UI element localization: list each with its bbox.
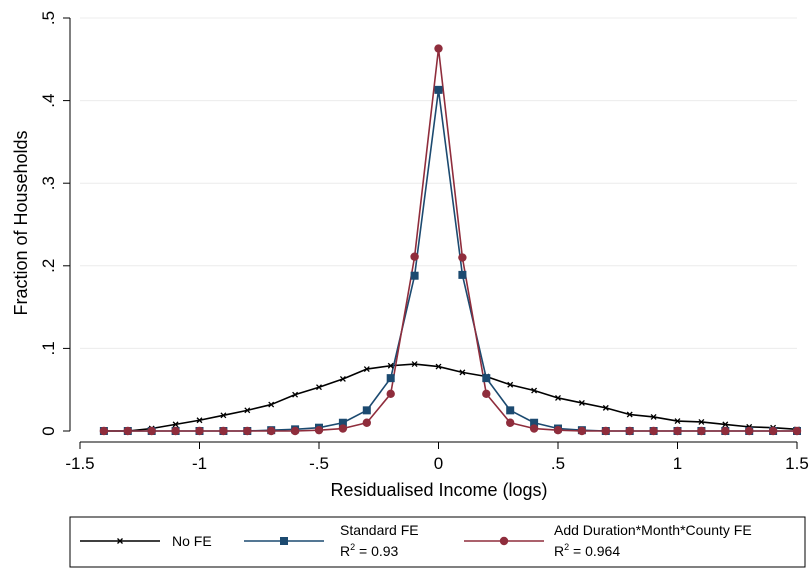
y-tick-label: 0 — [39, 426, 58, 435]
legend-marker-3 — [499, 536, 509, 546]
y-tick-label: .2 — [39, 259, 58, 273]
data-point-series-3 — [553, 425, 563, 435]
legend-label-2: Standard FE — [340, 522, 419, 538]
data-point-series-3 — [338, 424, 348, 433]
series-line-1 — [103, 363, 798, 432]
legend-r2-2: R2 = 0.93 — [340, 542, 399, 559]
data-point-series-3 — [577, 426, 587, 436]
data-point-series-1 — [316, 384, 322, 391]
data-point-series-1 — [196, 417, 203, 424]
data-point-series-3 — [458, 253, 467, 262]
data-point-series-3 — [362, 418, 371, 427]
data-point-series-3 — [506, 418, 515, 427]
legend-marker-2 — [280, 537, 288, 545]
legend-label-1: No FE — [172, 533, 212, 549]
legend-marker-1 — [117, 538, 123, 544]
y-tick-label: .1 — [39, 341, 58, 355]
data-point-series-3 — [625, 426, 634, 436]
x-tick-label: .5 — [551, 454, 565, 473]
x-tick-label: 0 — [434, 454, 443, 473]
data-point-series-3 — [243, 426, 252, 436]
data-point-series-1 — [698, 418, 705, 425]
data-point-series-1 — [292, 391, 299, 398]
data-point-series-3 — [434, 44, 443, 53]
legend-label-3: Add Duration*Month*County FE — [554, 522, 752, 538]
data-point-series-1 — [531, 387, 538, 394]
data-point-series-1 — [602, 404, 609, 411]
y-axis-title: Fraction of Households — [11, 130, 31, 315]
data-point-series-1 — [459, 369, 466, 376]
data-point-series-2 — [506, 406, 515, 415]
legend-r2-3: R2 = 0.964 — [554, 542, 620, 559]
legend-box — [69, 516, 806, 568]
data-point-series-2 — [434, 85, 443, 94]
data-point-series-3 — [290, 426, 300, 436]
data-point-series-1 — [435, 363, 442, 370]
data-point-series-3 — [482, 389, 491, 399]
x-tick-label: 1 — [673, 454, 682, 473]
data-point-series-3 — [195, 426, 204, 436]
data-point-series-1 — [626, 411, 633, 418]
legend: No FE Standard FE R2 = 0.93 Add Duration*Mo… — [69, 516, 806, 568]
data-point-series-1 — [555, 395, 561, 401]
data-point-series-3 — [314, 425, 324, 435]
data-point-series-1 — [507, 381, 514, 388]
data-point-series-3 — [267, 426, 276, 436]
data-point-series-3 — [697, 426, 706, 436]
data-point-series-1 — [363, 366, 370, 373]
data-point-series-2 — [362, 406, 371, 415]
data-point-series-2 — [338, 418, 347, 427]
data-point-series-3 — [673, 426, 682, 436]
data-point-series-3 — [792, 426, 802, 436]
data-point-series-3 — [529, 424, 539, 433]
data-point-series-3 — [649, 426, 658, 436]
gridlines — [80, 17, 797, 349]
y-tick-label: .5 — [39, 11, 58, 25]
data-point-series-3 — [99, 426, 109, 436]
data-point-series-2 — [482, 374, 491, 383]
data-point-series-2 — [458, 270, 467, 279]
data-point-series-3 — [147, 426, 156, 436]
data-point-series-1 — [339, 376, 346, 382]
data-point-series-1 — [650, 413, 657, 420]
data-point-series-3 — [171, 426, 180, 436]
data-point-series-1 — [578, 399, 585, 406]
data-point-series-1 — [244, 407, 251, 414]
data-point-series-1 — [268, 401, 275, 408]
data-point-series-3 — [601, 426, 610, 436]
data-point-series-1 — [220, 412, 227, 419]
x-tick-label: 1.5 — [785, 454, 809, 473]
data-point-series-1 — [387, 362, 394, 369]
data-point-series-3 — [219, 426, 228, 436]
data-point-series-2 — [410, 271, 419, 280]
x-tick-label: -1 — [192, 454, 207, 473]
x-axis-title: Residualised Income (logs) — [330, 480, 547, 500]
data-point-series-3 — [386, 389, 395, 399]
data-point-series-1 — [172, 421, 179, 428]
axes: 0 .1 .2 .3 .4 .5 -1.5 -1 -.5 0 .5 1 1.5 — [39, 11, 809, 473]
data-point-series-3 — [768, 426, 778, 436]
data-point-series-1 — [722, 421, 729, 428]
data-point-series-3 — [721, 426, 730, 436]
data-point-series-3 — [123, 426, 132, 436]
data-point-series-3 — [410, 252, 419, 261]
data-point-series-1 — [674, 418, 681, 425]
data-point-series-2 — [530, 418, 539, 427]
series-markers — [99, 44, 802, 436]
data-point-series-1 — [411, 361, 418, 368]
y-tick-label: .3 — [39, 176, 58, 190]
data-point-series-2 — [386, 374, 395, 383]
x-tick-label: -1.5 — [65, 454, 94, 473]
y-tick-label: .4 — [39, 94, 58, 108]
x-tick-label: -.5 — [309, 454, 329, 473]
data-point-series-3 — [745, 426, 754, 436]
